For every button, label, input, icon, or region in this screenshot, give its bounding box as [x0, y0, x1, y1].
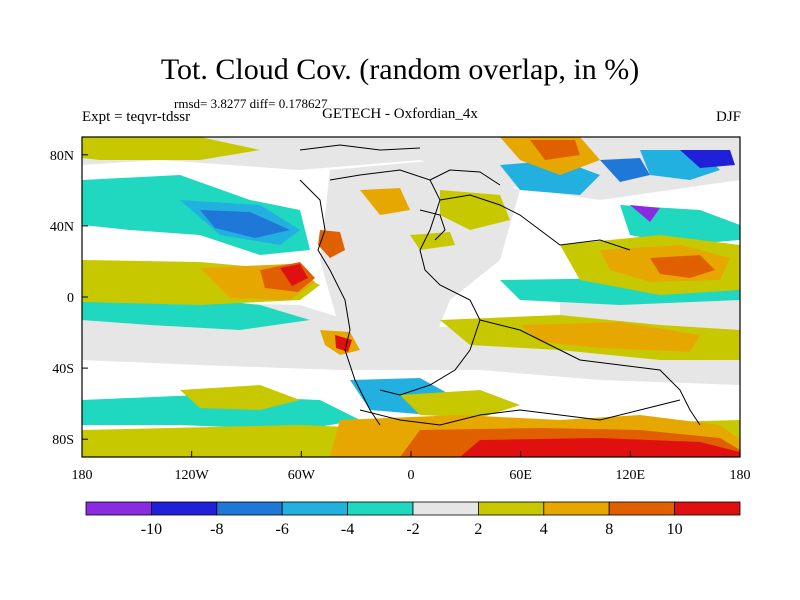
- colorbar-label: -2: [406, 521, 419, 538]
- colorbar-swatch: [477, 501, 545, 516]
- colorbar-swatch: [674, 501, 741, 516]
- colorbar-swatch: [281, 501, 349, 516]
- colorbar-swatch: [412, 501, 479, 516]
- colorbar-label: -10: [141, 521, 162, 538]
- colorbar-label: 8: [605, 521, 613, 538]
- y-axis: 80N 40N 0 40S 80S: [50, 149, 88, 448]
- anomaly-field: [82, 137, 740, 457]
- colorbar-label: -4: [341, 521, 354, 538]
- y-tick-label: 40N: [50, 220, 74, 235]
- stats-line: rmsd= 3.8277 diff= 0.178627: [174, 96, 328, 111]
- colorbar-swatch: [216, 501, 283, 516]
- colorbar-swatch: [150, 501, 218, 516]
- colorbar-swatch: [347, 501, 414, 516]
- x-tick-label: 60W: [288, 468, 316, 483]
- colorbar: -10 -8 -6 -4 -2 2 4 8 10: [85, 501, 741, 538]
- colorbar-swatch: [85, 501, 152, 516]
- experiment-label: Expt = teqvr-tdssr: [82, 109, 191, 125]
- x-tick-label: 120E: [616, 468, 646, 483]
- dataset-label: GETECH - Oxfordian_4x: [322, 106, 478, 122]
- map-panel: [81, 136, 741, 458]
- y-tick-label: 80S: [52, 433, 74, 448]
- colorbar-label: 4: [540, 521, 548, 538]
- y-tick-label: 80N: [50, 149, 74, 164]
- colorbar-label: 10: [667, 521, 683, 538]
- y-tick-label: 0: [67, 291, 74, 306]
- colorbar-swatch: [543, 501, 610, 516]
- x-axis: 180 120W 60W 0 60E 120E 180: [72, 451, 751, 483]
- colorbar-swatch: [608, 501, 676, 516]
- colorbar-label: -6: [276, 521, 289, 538]
- x-tick-label: 180: [730, 468, 751, 483]
- x-tick-label: 120W: [175, 468, 210, 483]
- colorbar-label: 2: [474, 521, 482, 538]
- x-tick-label: 60E: [509, 468, 532, 483]
- plot-title: Tot. Cloud Cov. (random overlap, in %): [160, 53, 640, 86]
- x-tick-label: 0: [408, 468, 415, 483]
- y-tick-label: 40S: [52, 362, 74, 377]
- season-label: DJF: [715, 109, 741, 125]
- colorbar-label: -8: [210, 521, 223, 538]
- coastlines: [299, 144, 701, 426]
- x-tick-label: 180: [72, 468, 93, 483]
